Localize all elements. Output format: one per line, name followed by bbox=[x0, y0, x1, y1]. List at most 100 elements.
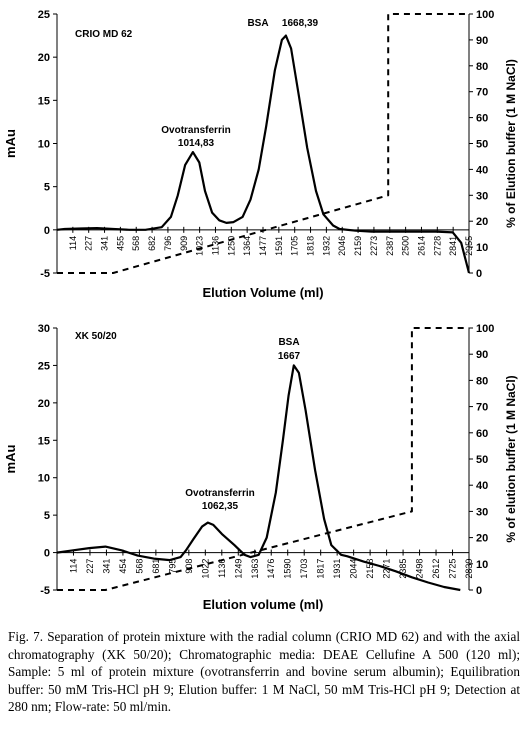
y-tick-label-right: 30 bbox=[476, 506, 488, 518]
peak-annotation: Ovotransferrin bbox=[185, 488, 254, 499]
x-tick-label: 2725 bbox=[448, 559, 458, 579]
x-tick-label: 2044 bbox=[349, 559, 359, 579]
y-tick-label-right: 0 bbox=[476, 585, 482, 597]
x-tick-label: 1590 bbox=[283, 559, 293, 579]
absorbance-trace bbox=[56, 34, 471, 274]
peak-annotation: 1667 bbox=[278, 351, 301, 362]
chart-title: XK 50/20 bbox=[75, 331, 117, 342]
x-tick-label: 1591 bbox=[274, 236, 284, 256]
figure-caption: Fig. 7. Separation of protein mixture wi… bbox=[8, 629, 520, 715]
x-tick-label: 682 bbox=[147, 236, 157, 251]
y-tick-label-right: 70 bbox=[476, 87, 488, 99]
x-tick-label: 2158 bbox=[365, 559, 375, 579]
absorbance-trace bbox=[56, 364, 461, 592]
x-tick-label: 114 bbox=[68, 236, 78, 250]
y-tick-label-right: 60 bbox=[476, 428, 488, 440]
elution-buffer-line bbox=[57, 327, 469, 591]
x-tick-label: 341 bbox=[101, 559, 111, 574]
x-tick-label: 2159 bbox=[353, 236, 363, 256]
x-tick-label: 2614 bbox=[416, 236, 426, 256]
y-tick-label-right: 60 bbox=[476, 113, 488, 125]
y-tick-label-right: 10 bbox=[476, 242, 488, 254]
x-tick-label: 1136 bbox=[217, 559, 227, 578]
x-tick-label: 1932 bbox=[321, 236, 331, 256]
y-tick-label-left: 20 bbox=[38, 52, 50, 64]
y-tick-label-right: 50 bbox=[476, 454, 488, 466]
y-tick-label-right: 100 bbox=[476, 9, 494, 21]
x-tick-label: 568 bbox=[134, 559, 144, 574]
elution-buffer-line bbox=[57, 13, 469, 274]
y-tick-label-right: 100 bbox=[476, 323, 494, 335]
peak-annotation: BSA bbox=[247, 18, 268, 29]
y-tick-label-left: 10 bbox=[38, 473, 50, 485]
y-tick-label-right: 80 bbox=[476, 61, 488, 73]
x-tick-label: 2839 bbox=[464, 559, 474, 579]
y-tick-label-right: 90 bbox=[476, 35, 488, 47]
x-tick-label: 2841 bbox=[448, 236, 458, 256]
y-tick-label-right: 90 bbox=[476, 349, 488, 361]
y-tick-label-left: 30 bbox=[38, 323, 50, 335]
x-tick-label: 2046 bbox=[337, 236, 347, 256]
y-tick-label-left: 25 bbox=[38, 9, 50, 21]
x-tick-label: 341 bbox=[100, 236, 110, 251]
x-tick-label: 908 bbox=[184, 559, 194, 574]
x-tick-label: 227 bbox=[85, 559, 95, 574]
x-tick-label: 2612 bbox=[431, 559, 441, 579]
x-tick-label: 1249 bbox=[233, 559, 243, 579]
x-tick-label: 1364 bbox=[242, 236, 252, 256]
y-tick-label-right: 70 bbox=[476, 402, 488, 414]
y-tick-label-left: 5 bbox=[44, 182, 50, 194]
y-tick-label-left: 20 bbox=[38, 398, 50, 410]
y-tick-label-left: 5 bbox=[44, 510, 50, 522]
x-tick-label: 1363 bbox=[250, 559, 260, 579]
x-tick-label: 1817 bbox=[316, 559, 326, 579]
peak-annotation: Ovotransferrin bbox=[161, 125, 230, 136]
x-tick-label: 1023 bbox=[195, 236, 205, 256]
peak-annotation: 1668,39 bbox=[282, 18, 319, 29]
y-tick-label-right: 30 bbox=[476, 190, 488, 202]
x-axis-label: Elution volume (ml) bbox=[203, 597, 324, 612]
x-tick-label: 2273 bbox=[369, 236, 379, 256]
x-tick-label: 2387 bbox=[385, 236, 395, 256]
y-tick-label-left: 25 bbox=[38, 360, 50, 372]
x-tick-label: 568 bbox=[131, 236, 141, 251]
x-tick-label: 909 bbox=[179, 236, 189, 251]
y2-axis-label: % of Elution buffer (1 M NaCl) bbox=[504, 59, 518, 228]
x-tick-label: 1250 bbox=[226, 236, 236, 256]
y-tick-label-left: 0 bbox=[44, 225, 50, 237]
peak-annotation: 1062,35 bbox=[202, 501, 239, 512]
y-tick-label-right: 80 bbox=[476, 375, 488, 387]
peak-annotation: 1014,83 bbox=[178, 138, 215, 149]
x-axis-label: Elution Volume (ml) bbox=[202, 285, 323, 300]
y-tick-label-right: 50 bbox=[476, 139, 488, 151]
y2-axis-label: % of elution buffer (1 M NaCl) bbox=[504, 375, 518, 542]
x-tick-label: 681 bbox=[151, 559, 161, 574]
chart-xk-50-20: -5 0 5 10 15 20 25 30 0 10 20 30 40 50 60 70 80 90 100 114 2… bbox=[3, 323, 518, 612]
x-tick-label: 1703 bbox=[299, 559, 309, 579]
y-tick-label-left: 0 bbox=[44, 548, 50, 560]
x-tick-label: 455 bbox=[115, 236, 125, 251]
y-tick-label-left: -5 bbox=[40, 268, 50, 280]
peak-annotation: BSA bbox=[278, 337, 299, 348]
y-tick-label-left: 10 bbox=[38, 139, 50, 151]
chart-crio-md-62: -5 0 5 10 15 20 25 0 10 20 30 40 50 60 70 80 90 100 114 227… bbox=[3, 9, 518, 300]
y-axis-label: mAu bbox=[3, 444, 18, 473]
x-tick-label: 2385 bbox=[398, 559, 408, 579]
x-tick-label: 2955 bbox=[464, 236, 474, 256]
chart-title: CRIO MD 62 bbox=[75, 29, 133, 40]
y-tick-label-right: 10 bbox=[476, 559, 488, 571]
x-tick-label: 2500 bbox=[401, 236, 411, 256]
x-tick-label: 1931 bbox=[332, 559, 342, 579]
x-tick-label: 796 bbox=[163, 236, 173, 251]
x-tick-label: 2498 bbox=[415, 559, 425, 579]
x-tick-label: 1705 bbox=[290, 236, 300, 256]
x-tick-label: 1818 bbox=[306, 236, 316, 256]
x-tick-label: 1477 bbox=[258, 236, 268, 256]
y-tick-label-left: -5 bbox=[40, 585, 50, 597]
x-tick-label: 795 bbox=[167, 559, 177, 574]
y-tick-label-right: 40 bbox=[476, 164, 488, 176]
x-tick-label: 1476 bbox=[266, 559, 276, 579]
x-tick-label: 2728 bbox=[432, 236, 442, 256]
y-tick-label-left: 15 bbox=[38, 435, 50, 447]
